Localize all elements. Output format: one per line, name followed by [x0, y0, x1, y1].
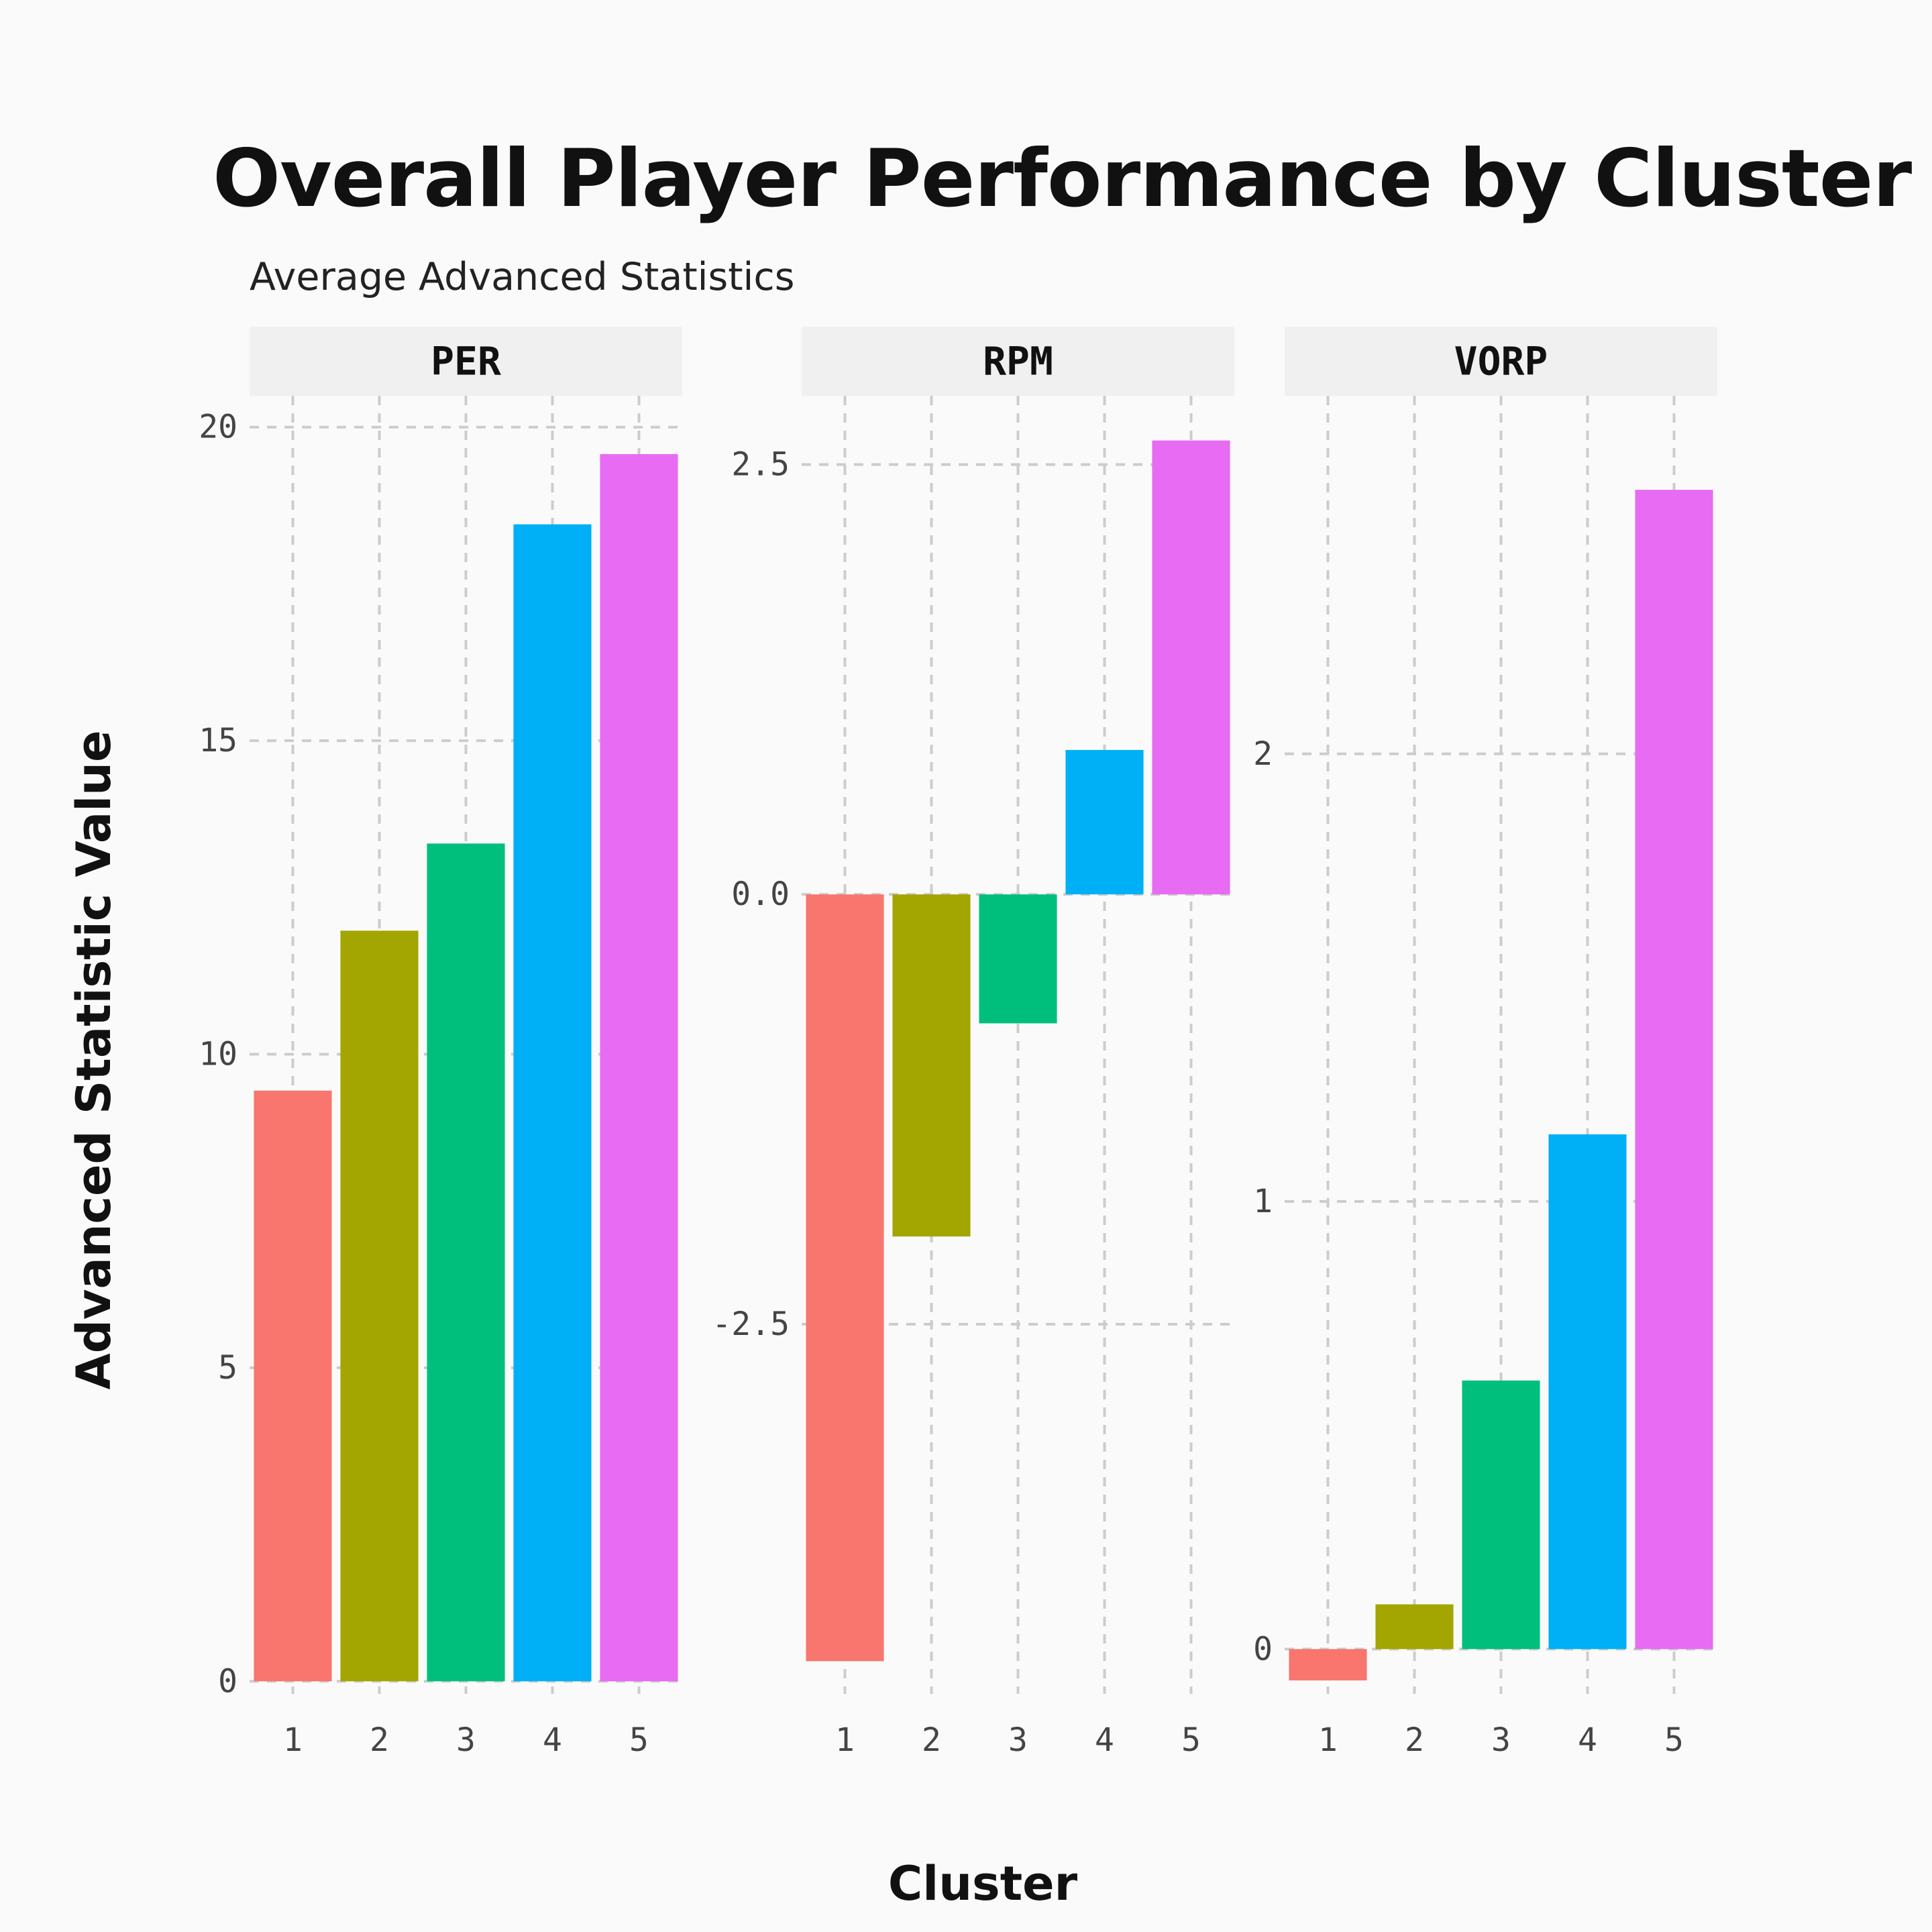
x-tick-label: 2 — [370, 1721, 389, 1759]
x-tick-label: 4 — [543, 1721, 562, 1759]
x-tick-label: 4 — [1095, 1721, 1114, 1759]
bar-cluster-1 — [254, 1090, 332, 1682]
x-tick-label: 2 — [1405, 1721, 1424, 1759]
bar-cluster-4 — [1548, 1134, 1627, 1650]
bar-cluster-5 — [1635, 490, 1713, 1650]
y-tick-label: 15 — [199, 722, 237, 759]
bar-cluster-2 — [1375, 1604, 1454, 1650]
bar-cluster-3 — [427, 843, 505, 1682]
x-axis-label: Cluster — [888, 1856, 1078, 1911]
y-tick-label: 0.0 — [731, 875, 790, 913]
facet-strip — [250, 327, 682, 396]
y-tick-label: 20 — [199, 409, 237, 446]
facet-strip-label: RPM — [983, 339, 1053, 384]
x-tick-label: 5 — [629, 1721, 649, 1759]
y-tick-label: 2.5 — [731, 446, 790, 484]
facet-strip — [802, 327, 1234, 396]
bar-cluster-2 — [892, 894, 971, 1237]
bar-cluster-3 — [979, 894, 1057, 1024]
x-tick-label: 5 — [1181, 1721, 1201, 1759]
y-tick-label: -2.5 — [712, 1305, 790, 1343]
bar-cluster-5 — [600, 453, 678, 1682]
bar-cluster-2 — [340, 930, 419, 1682]
x-tick-label: 4 — [1578, 1721, 1597, 1759]
x-tick-label: 1 — [835, 1721, 855, 1759]
facet-strip — [1285, 327, 1717, 396]
x-tick-label: 3 — [456, 1721, 476, 1759]
x-tick-label: 5 — [1664, 1721, 1684, 1759]
y-tick-label: 5 — [218, 1349, 237, 1387]
x-tick-label: 2 — [922, 1721, 941, 1759]
bar-cluster-4 — [1065, 749, 1144, 895]
y-tick-label: 2 — [1253, 735, 1273, 773]
facet-panel-per: PER 0 5 10 15 20 1 2 3 4 5 — [199, 327, 682, 1759]
x-tick-label: 1 — [1318, 1721, 1338, 1759]
x-tick-label: 3 — [1491, 1721, 1511, 1759]
chart-subtitle: Average Advanced Statistics — [250, 255, 795, 299]
x-tick-label: 1 — [283, 1721, 303, 1759]
x-tick-label: 3 — [1008, 1721, 1028, 1759]
facet-panel-vorp: VORP 0 1 2 1 2 3 4 5 — [1253, 327, 1717, 1759]
bar-cluster-4 — [513, 524, 592, 1682]
y-tick-label: 1 — [1253, 1183, 1273, 1220]
facet-panel-rpm: RPM -2.5 0.0 2.5 1 2 3 4 5 — [712, 327, 1234, 1759]
y-tick-label: 0 — [218, 1662, 237, 1700]
bar-cluster-1 — [1289, 1649, 1367, 1680]
facet-strip-label: VORP — [1454, 339, 1548, 384]
bar-cluster-3 — [1462, 1380, 1540, 1650]
y-tick-label: 0 — [1253, 1630, 1273, 1668]
chart-title: Overall Player Performance by Cluster — [213, 133, 1912, 225]
bar-cluster-1 — [806, 894, 884, 1662]
bar-cluster-5 — [1152, 440, 1230, 895]
facet-strip-label: PER — [431, 339, 501, 384]
y-tick-label: 10 — [199, 1036, 237, 1073]
